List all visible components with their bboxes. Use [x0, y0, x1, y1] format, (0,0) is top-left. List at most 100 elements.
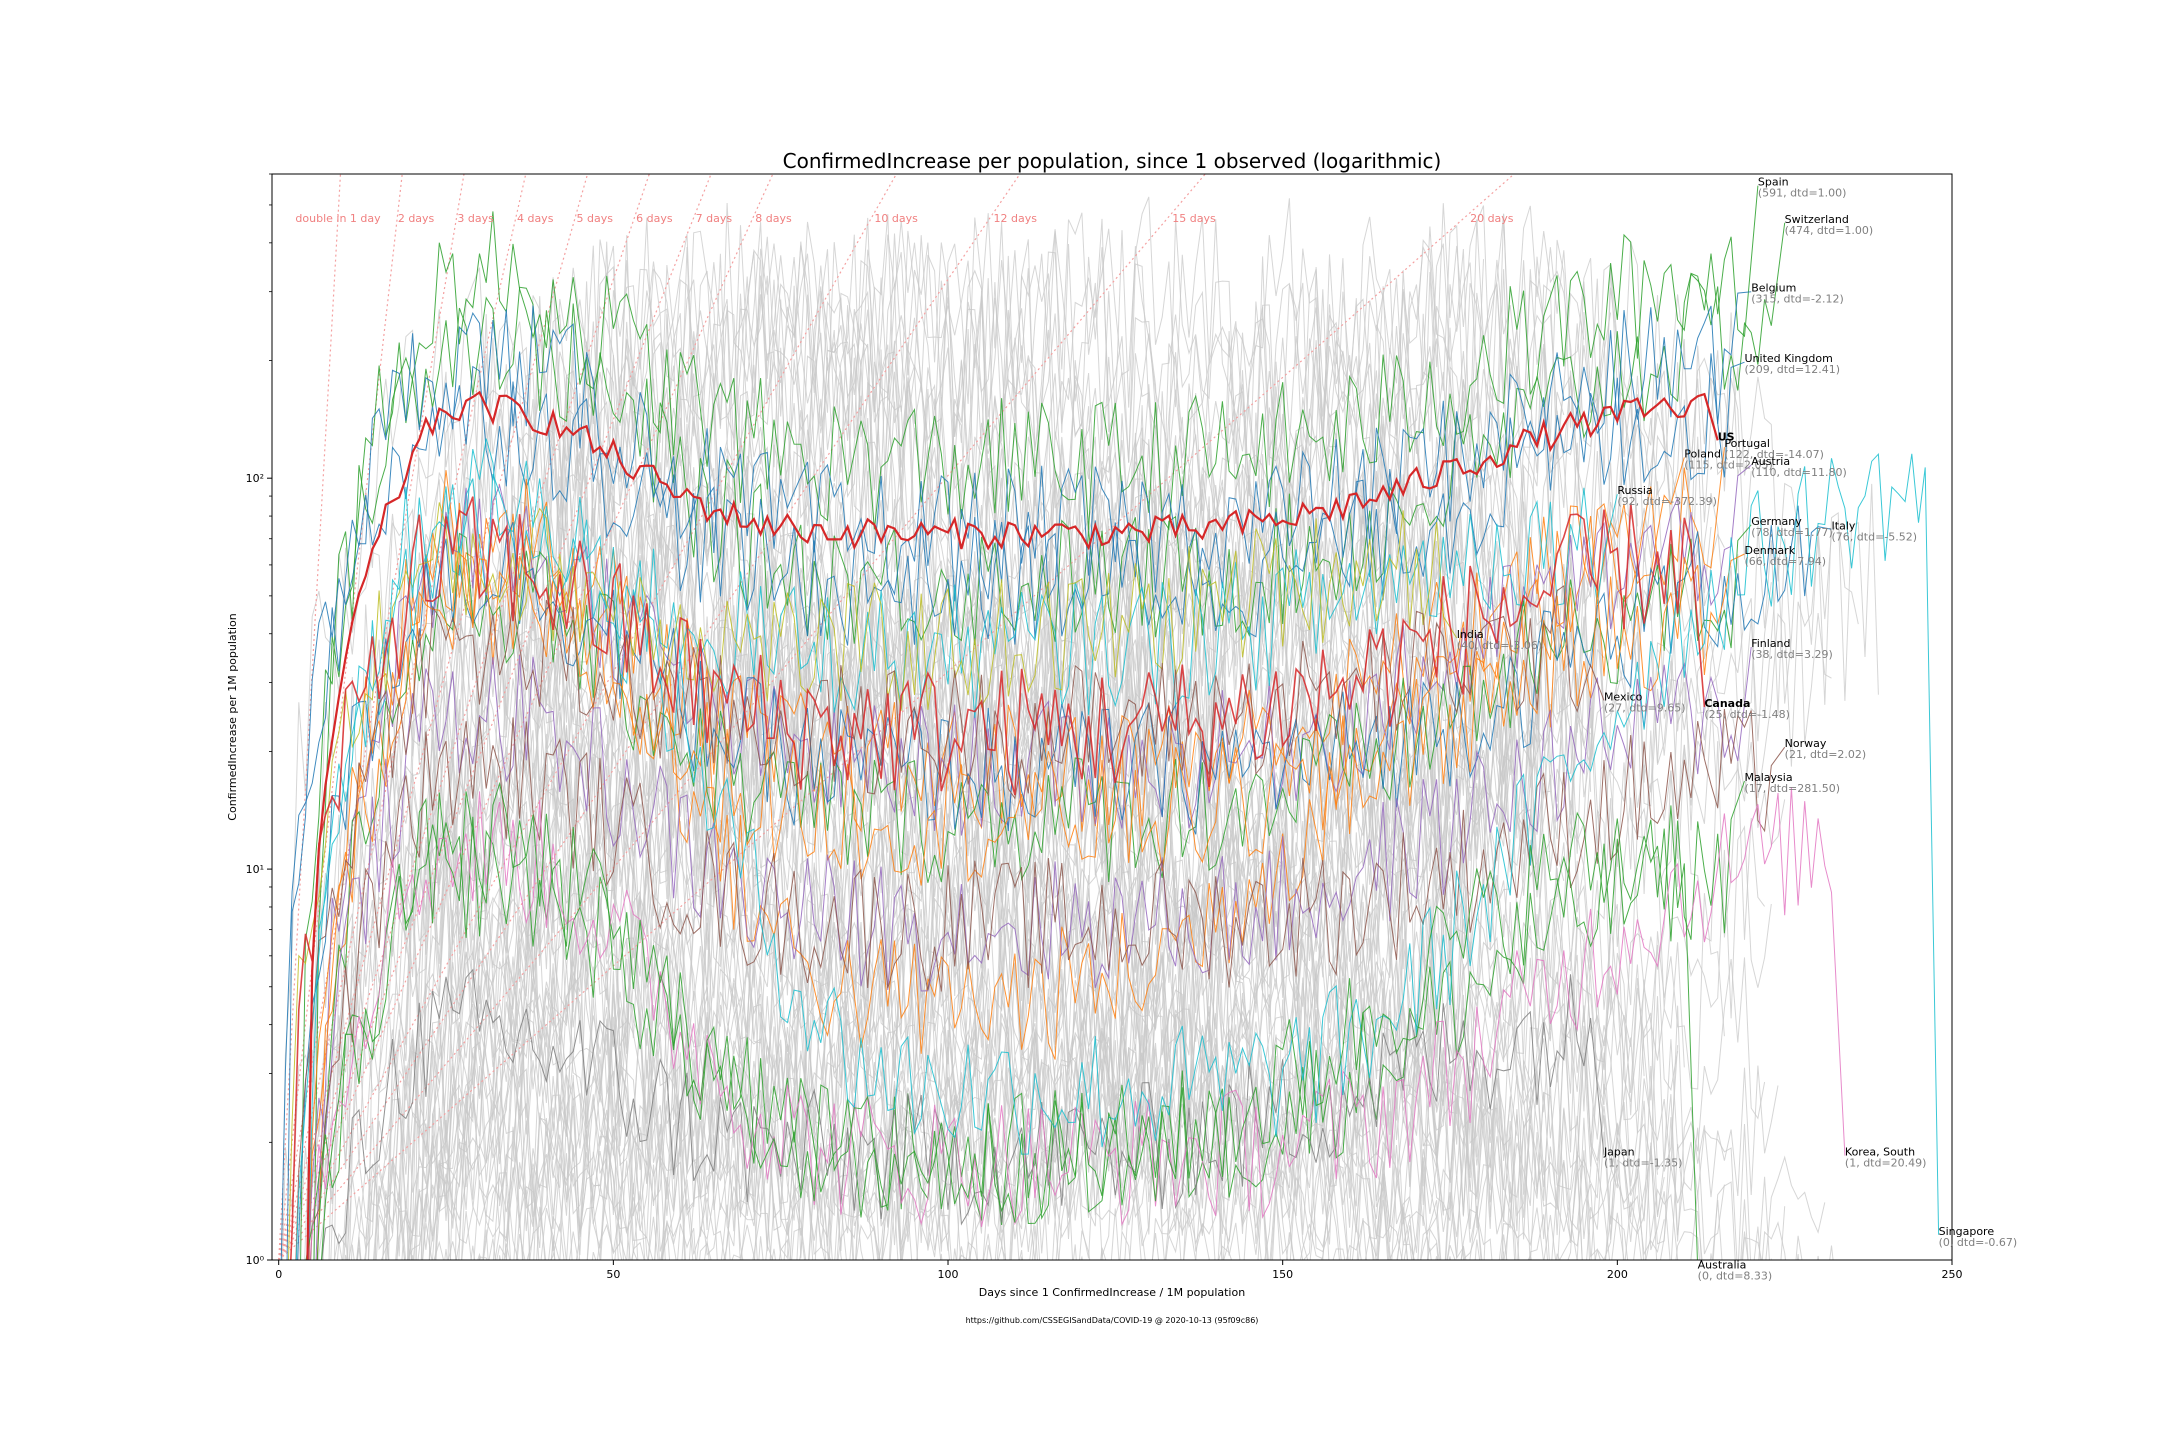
- country-label: Germany: [1751, 515, 1802, 528]
- series-line-belgium: [286, 291, 1752, 1260]
- country-value: (110, dtd=11.80): [1751, 466, 1847, 479]
- background-country-line: [550, 1049, 1834, 1260]
- country-value: (21, dtd=2.02): [1785, 748, 1867, 761]
- doubling-line: [278, 174, 897, 1260]
- background-country-line: [422, 983, 1786, 1260]
- background-country-line: [374, 469, 1832, 1260]
- plot-area: [278, 174, 1940, 1260]
- country-label: Malaysia: [1745, 771, 1793, 784]
- background-country-line: [428, 245, 1752, 1260]
- country-label: Poland: [1684, 447, 1721, 460]
- country-label: Denmark: [1745, 544, 1796, 557]
- x-axis: 0 50 100 150 200 250: [275, 1260, 1963, 1281]
- series-line-canada: [289, 496, 1706, 1260]
- country-label: Norway: [1785, 737, 1827, 750]
- background-country-line: [348, 835, 1612, 1260]
- country-value: (40, dtd=-3.06): [1457, 639, 1543, 652]
- country-label: Russia: [1617, 484, 1652, 497]
- background-lines: [281, 196, 1879, 1260]
- country-label: Italy: [1832, 519, 1856, 532]
- series-line-italy: [297, 505, 1832, 1260]
- doubling-label: 4 days: [517, 212, 554, 225]
- background-country-line: [488, 979, 1658, 1260]
- country-value: (76, dtd=-5.52): [1832, 530, 1918, 543]
- doubling-label: 7 days: [696, 212, 733, 225]
- background-country-line: [478, 962, 1665, 1260]
- x-tick-label: 0: [275, 1268, 282, 1281]
- doubling-line: [278, 174, 403, 1260]
- country-value: (78, dtd=1.77): [1751, 526, 1833, 539]
- country-value: (1, dtd=20.49): [1845, 1157, 1927, 1170]
- series-line-india: [287, 502, 1458, 1260]
- doubling-line: [278, 174, 465, 1260]
- x-axis-label: Days since 1 ConfirmedIncrease / 1M popu…: [979, 1286, 1245, 1299]
- series-line-russia: [307, 473, 1618, 1260]
- country-value: (17, dtd=281.50): [1745, 782, 1841, 795]
- background-country-line: [431, 854, 1505, 1260]
- country-value: (66, dtd=7.94): [1745, 555, 1827, 568]
- country-value: (1, dtd=-1.35): [1604, 1157, 1683, 1170]
- doubling-line: [278, 174, 342, 1260]
- background-country-line: [415, 338, 1712, 1260]
- country-labels: US Canada(25, dtd=-1.48) Spain(591, dtd=1.…: [1457, 176, 2017, 1283]
- country-label: Korea, South: [1845, 1146, 1915, 1159]
- plot-frame: [271, 173, 1953, 1261]
- doubling-label: 5 days: [577, 212, 614, 225]
- x-tick-label: 50: [606, 1268, 620, 1281]
- x-tick-label: 150: [1272, 1268, 1293, 1281]
- country-value: (591, dtd=1.00): [1758, 187, 1847, 200]
- series-lines: [280, 185, 1940, 1260]
- doubling-labels: double in 1 day 2 days 3 days 4 days 5 days 6…: [295, 212, 1513, 225]
- country-value: (25, dtd=-1.48): [1704, 708, 1790, 721]
- background-country-line: [313, 218, 1745, 1260]
- country-label: Australia: [1698, 1259, 1747, 1272]
- series-line-mexico: [295, 584, 1605, 1260]
- background-country-line: [435, 672, 1498, 1260]
- series-line-malaysia: [305, 780, 1745, 1260]
- chart-title: ConfirmedIncrease per population, since …: [783, 149, 1442, 173]
- background-country-line: [298, 635, 1578, 1260]
- y-axis-label: ConfirmedIncrease per 1M population: [226, 613, 239, 820]
- country-label: Switzerland: [1785, 213, 1849, 226]
- country-label: Singapore: [1939, 1225, 1995, 1238]
- doubling-label: 20 days: [1470, 212, 1514, 225]
- doubling-label: 3 days: [457, 212, 494, 225]
- series-line-denmark: [308, 552, 1745, 1260]
- country-label: Japan: [1603, 1146, 1635, 1159]
- country-value: (92, dtd=-372.39): [1617, 495, 1717, 508]
- doubling-label: 8 days: [755, 212, 792, 225]
- series-line-australia: [320, 781, 1698, 1260]
- series-line-korea-south: [309, 787, 1846, 1260]
- country-value: (122, dtd=-14.07): [1724, 448, 1824, 461]
- background-country-line: [318, 712, 1766, 1260]
- y-tick-label: 10⁰: [246, 1254, 265, 1267]
- series-line-portugal: [308, 447, 1725, 1260]
- country-value: (0, dtd=-0.67): [1939, 1236, 2018, 1249]
- background-country-line: [385, 859, 1725, 1260]
- source-footer: https://github.com/CSSEGISandData/COVID-…: [966, 1316, 1259, 1325]
- country-value: (474, dtd=1.00): [1785, 224, 1874, 237]
- background-country-line: [333, 202, 1612, 1260]
- background-country-line: [401, 1010, 1508, 1260]
- doubling-label: 15 days: [1172, 212, 1216, 225]
- country-label: US: [1718, 430, 1735, 443]
- doubling-line: [278, 174, 1021, 1260]
- doubling-line: [278, 174, 774, 1260]
- country-label: Portugal: [1724, 437, 1770, 450]
- country-label: Mexico: [1604, 690, 1643, 703]
- doubling-label: 6 days: [636, 212, 673, 225]
- series-line-austria: [315, 464, 1752, 1260]
- country-label: Finland: [1751, 637, 1790, 650]
- series-line-poland: [316, 457, 1685, 1260]
- country-value: (209, dtd=12.41): [1745, 363, 1841, 376]
- country-label: India: [1457, 628, 1484, 641]
- country-label: Canada: [1704, 697, 1750, 710]
- series-line-japan: [321, 968, 1605, 1260]
- series-line-switzerland: [300, 222, 1786, 1260]
- background-country-line: [347, 318, 1725, 1260]
- background-country-line: [382, 878, 1551, 1260]
- doubling-line: [278, 174, 1515, 1260]
- doubling-label: 2 days: [398, 212, 435, 225]
- x-tick-label: 200: [1607, 1268, 1628, 1281]
